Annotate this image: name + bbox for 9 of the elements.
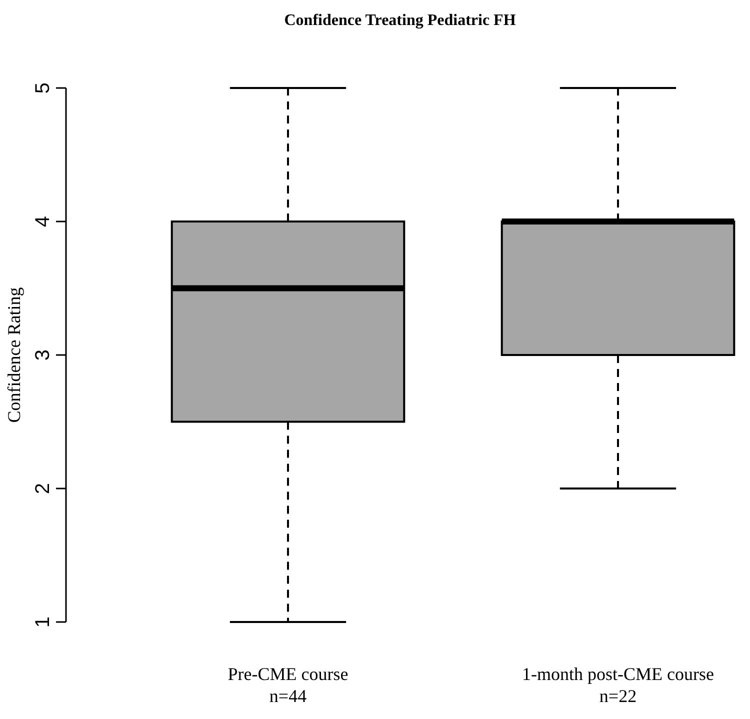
y-tick-label: 3	[32, 349, 54, 361]
chart-title: Confidence Treating Pediatric FH	[284, 12, 516, 29]
y-tick-label: 4	[32, 216, 54, 228]
y-axis-title: Confidence Rating	[4, 287, 24, 423]
y-tick-label: 5	[32, 82, 54, 94]
y-tick-label: 2	[32, 482, 54, 494]
y-tick-label: 1	[32, 616, 54, 628]
x-tick-label: 1-month post-CME course n=22	[522, 664, 714, 706]
x-tick-label: Pre-CME course n=44	[228, 664, 348, 706]
